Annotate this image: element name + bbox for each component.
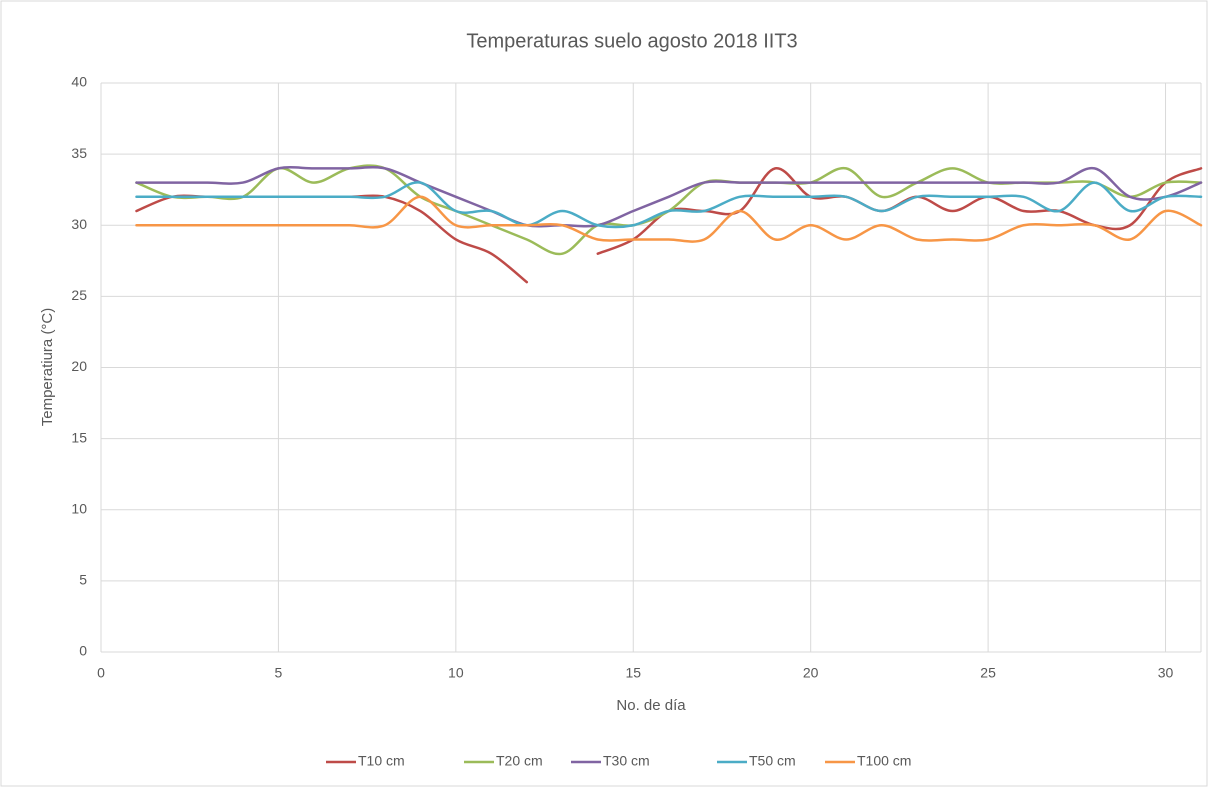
y-tick-label: 10 bbox=[71, 500, 87, 516]
chart-title: Temperaturas suelo agosto 2018 IIT3 bbox=[466, 30, 797, 52]
y-tick-label: 15 bbox=[71, 429, 87, 445]
legend-label: T50 cm bbox=[749, 753, 796, 769]
x-axis-label: No. de día bbox=[616, 697, 686, 714]
series-line bbox=[135, 166, 1203, 228]
series-line bbox=[135, 195, 1203, 243]
y-tick-label: 30 bbox=[71, 216, 87, 232]
x-tick-label: 5 bbox=[275, 665, 283, 681]
legend-label: T10 cm bbox=[358, 753, 405, 769]
y-tick-label: 20 bbox=[71, 358, 87, 374]
legend-label: T30 cm bbox=[603, 753, 650, 769]
x-tick-label: 15 bbox=[625, 665, 641, 681]
y-tick-label: 5 bbox=[79, 572, 87, 588]
y-tick-label: 40 bbox=[71, 74, 87, 90]
legend-label: T100 cm bbox=[857, 753, 911, 769]
y-tick-label: 25 bbox=[71, 287, 87, 303]
series-line bbox=[135, 181, 1203, 229]
x-tick-label: 20 bbox=[803, 665, 819, 681]
legend-label: T20 cm bbox=[496, 753, 543, 769]
x-tick-label: 0 bbox=[97, 665, 105, 681]
x-tick-label: 30 bbox=[1158, 665, 1174, 681]
y-axis-label: Temperatiura (°C) bbox=[39, 308, 56, 427]
y-tick-label: 35 bbox=[71, 145, 87, 161]
x-tick-label: 25 bbox=[980, 665, 996, 681]
x-tick-label: 10 bbox=[448, 665, 464, 681]
y-tick-label: 0 bbox=[79, 643, 87, 659]
